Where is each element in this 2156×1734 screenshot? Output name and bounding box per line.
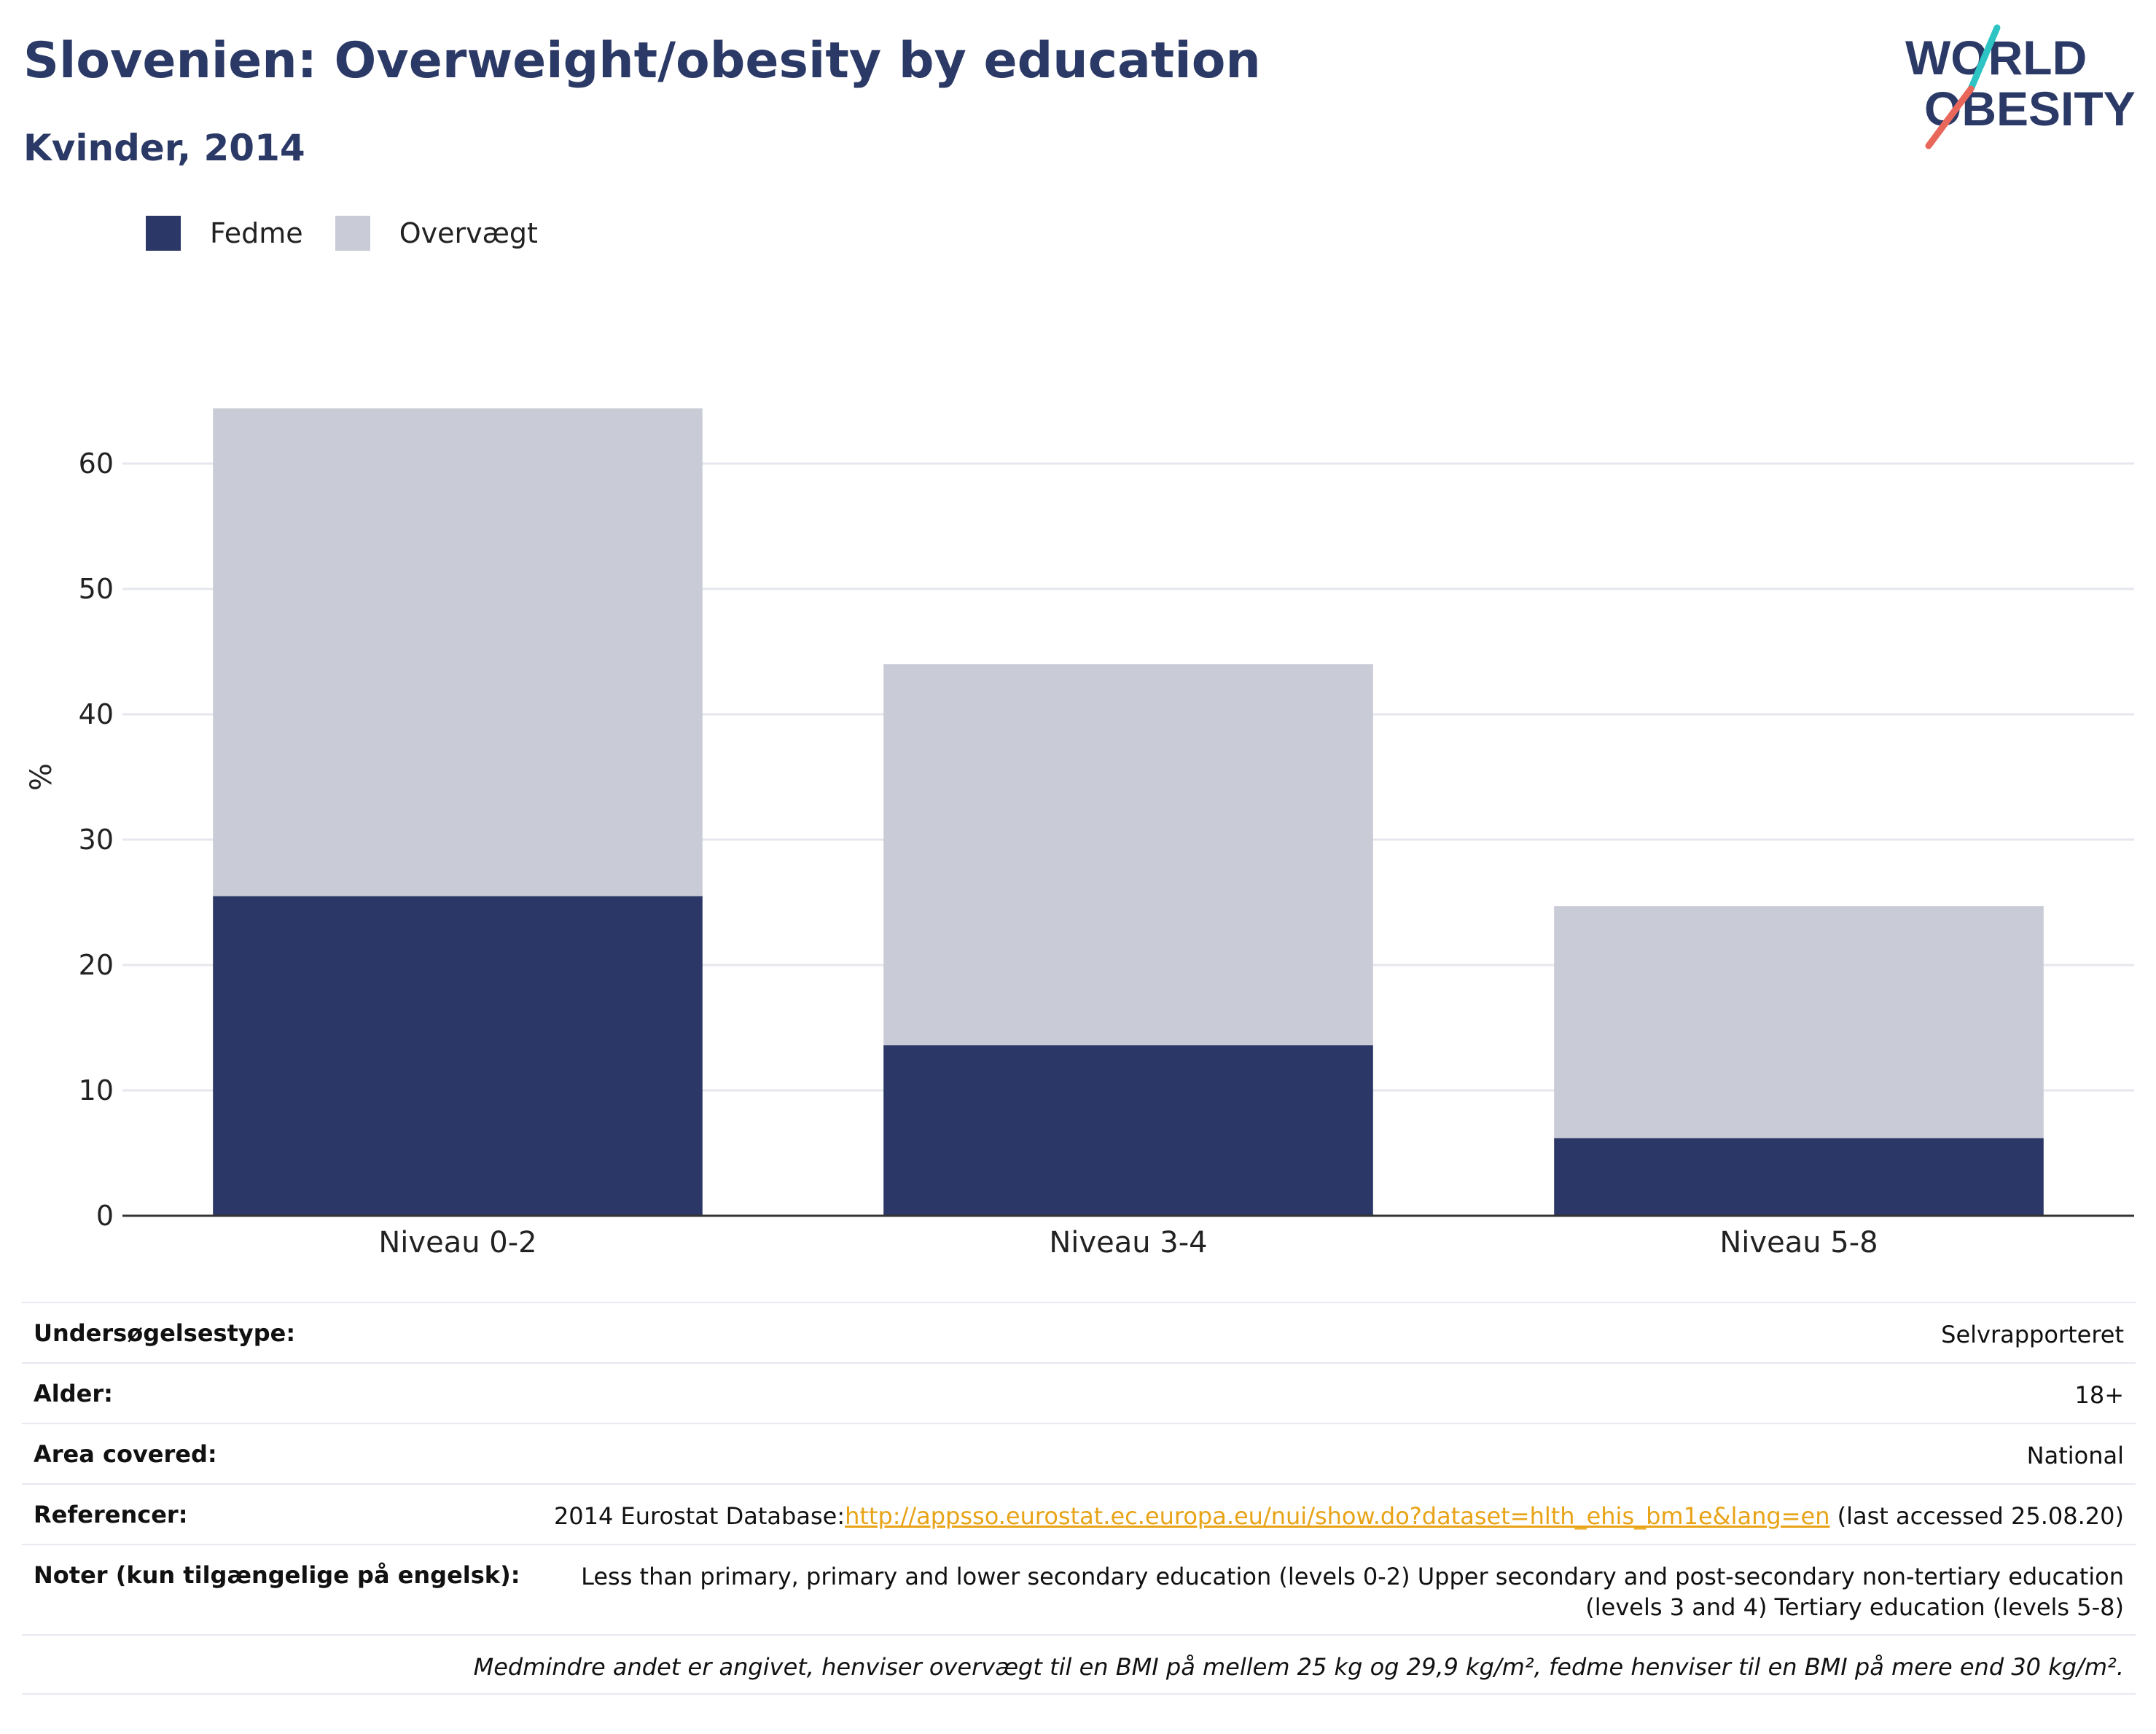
legend-label-overvaegt: Overvægt bbox=[399, 217, 538, 249]
info-value-age: 18+ bbox=[2074, 1381, 2124, 1409]
info-row-references: Referencer: 2014 Eurostat Database:http:… bbox=[22, 1483, 2136, 1544]
bar-fedme-3 bbox=[1554, 1138, 2044, 1216]
y-tick-label: 10 bbox=[79, 1074, 114, 1106]
bar-fedme-2 bbox=[883, 1045, 1373, 1216]
chart-legend: Fedme Overvægt bbox=[146, 216, 570, 251]
logo-slash-red bbox=[1925, 85, 1975, 149]
x-tick-label: Niveau 5-8 bbox=[1719, 1226, 1878, 1260]
y-tick-label: 50 bbox=[79, 573, 114, 605]
info-label-age: Alder: bbox=[34, 1380, 113, 1407]
info-value-area: National bbox=[2026, 1442, 2124, 1469]
x-tick-label: Niveau 3-4 bbox=[1049, 1226, 1207, 1260]
y-axis-label: % bbox=[25, 763, 58, 791]
stacked-bar-chart: 0 10 20 30 40 50 60% Niveau 0-2 Niveau 3-4 Niveau… bbox=[25, 408, 2134, 1260]
page-subtitle: Kvinder, 2014 bbox=[23, 127, 305, 169]
y-tick-label: 30 bbox=[79, 824, 114, 856]
legend-swatch-fedme bbox=[146, 216, 181, 251]
y-tick-label: 0 bbox=[96, 1200, 114, 1232]
logo-word-world: WORLD bbox=[1905, 31, 2087, 85]
bar-overvaegt-2 bbox=[883, 664, 1373, 1046]
reference-link[interactable]: http://appsso.eurostat.ec.europa.eu/nui/… bbox=[845, 1502, 1830, 1530]
y-tick-label: 60 bbox=[79, 448, 114, 480]
legend-swatch-overvaegt bbox=[335, 216, 370, 251]
reference-suffix: (last accessed 25.08.20) bbox=[1829, 1502, 2124, 1530]
info-row-area: Area covered: National bbox=[22, 1423, 2136, 1483]
info-row-notes: Noter (kun tilgængelige på engelsk): Les… bbox=[22, 1544, 2136, 1634]
footnote: Medmindre andet er angivet, henviser ove… bbox=[473, 1653, 2124, 1681]
notes-line-2: (levels 3 and 4) Tertiary education (lev… bbox=[1585, 1593, 2124, 1621]
world-obesity-logo: WORLD OBESITY bbox=[1905, 24, 2136, 149]
bar-fedme-1 bbox=[213, 896, 703, 1216]
info-label-notes: Noter (kun tilgængelige på engelsk): bbox=[34, 1561, 520, 1589]
info-label-survey-type: Undersøgelsestype: bbox=[34, 1319, 296, 1347]
info-table: Undersøgelsestype: Selvrapporteret Alder… bbox=[22, 1302, 2136, 1695]
reference-prefix: 2014 Eurostat Database: bbox=[553, 1502, 845, 1530]
legend-item-fedme[interactable]: Fedme bbox=[146, 216, 303, 251]
info-label-references: Referencer: bbox=[34, 1501, 188, 1528]
info-row-footnote: Medmindre andet er angivet, henviser ove… bbox=[22, 1634, 2136, 1695]
notes-line-1: Less than primary, primary and lower sec… bbox=[581, 1563, 2124, 1590]
info-row-survey-type: Undersøgelsestype: Selvrapporteret bbox=[22, 1302, 2136, 1362]
info-value-survey-type: Selvrapporteret bbox=[1941, 1321, 2124, 1348]
info-value-references: 2014 Eurostat Database:http://appsso.eur… bbox=[554, 1501, 2124, 1531]
x-tick-label: Niveau 0-2 bbox=[378, 1226, 536, 1260]
legend-label-fedme: Fedme bbox=[210, 217, 303, 249]
legend-item-overvaegt[interactable]: Overvægt bbox=[335, 216, 538, 251]
bar-overvaegt-3 bbox=[1554, 906, 2044, 1139]
bar-overvaegt-1 bbox=[213, 408, 703, 897]
info-value-notes: Less than primary, primary and lower sec… bbox=[581, 1561, 2124, 1622]
y-tick-label: 40 bbox=[79, 698, 114, 730]
info-label-area: Area covered: bbox=[34, 1440, 217, 1468]
page-title: Slovenien: Overweight/obesity by educati… bbox=[23, 32, 1261, 90]
y-tick-label: 20 bbox=[79, 949, 114, 981]
logo-slash-teal bbox=[1967, 24, 2001, 93]
info-row-age: Alder: 18+ bbox=[22, 1362, 2136, 1423]
